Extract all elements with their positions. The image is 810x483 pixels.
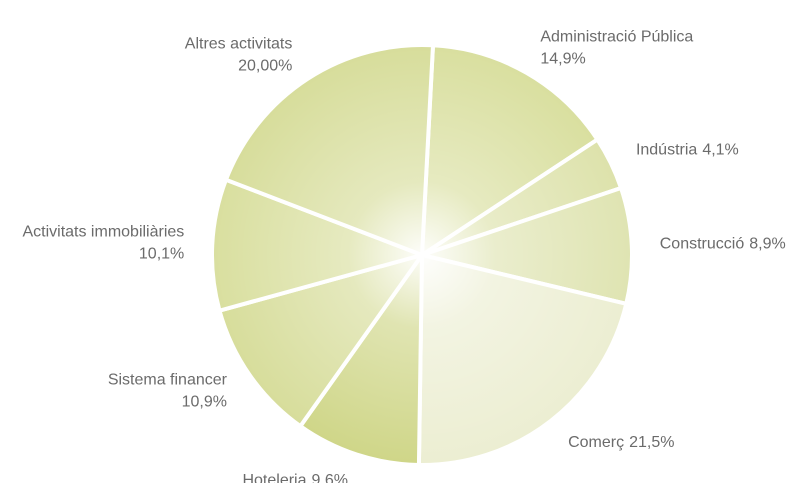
category-label: Activitats immobiliàries [22, 224, 184, 241]
slice-label: Indústria 4,1% [636, 142, 739, 159]
slice-label-text: Construcció 8,9% [660, 236, 786, 253]
slice-label: Construcció 8,9% [660, 236, 786, 253]
slice-label-text: Indústria 4,1% [636, 142, 739, 159]
value-label: 21,5% [629, 434, 674, 451]
slice-label: Altres activitats 20,00% [185, 36, 293, 75]
slice-label: Hoteleria 9,6% [242, 472, 348, 483]
category-label: Indústria [636, 142, 697, 159]
category-label: Comerç [568, 434, 624, 451]
slice-label-text: Comerç 21,5% [568, 434, 674, 451]
slice-label: Comerç 21,5% [568, 434, 674, 451]
category-label: Construcció [660, 236, 745, 253]
category-label: Altres activitats [185, 36, 293, 53]
category-label: Administració Pública [540, 29, 693, 46]
category-label: Hoteleria [242, 472, 306, 483]
value-label: 14,9% [540, 51, 585, 68]
category-label: Sistema financer [108, 372, 228, 389]
slice-label-text: Hoteleria 9,6% [242, 472, 348, 483]
value-label: 20,00% [238, 58, 292, 75]
slice-label: Activitats immobiliàries 10,1% [22, 224, 184, 263]
value-label: 8,9% [749, 236, 785, 253]
value-label: 4,1% [702, 142, 738, 159]
value-label: 10,9% [182, 394, 227, 411]
slice-label: Sistema financer 10,9% [108, 372, 228, 411]
value-label: 10,1% [139, 246, 184, 263]
slice-label: Administració Pública 14,9% [540, 29, 693, 68]
value-label: 9,6% [312, 472, 348, 483]
